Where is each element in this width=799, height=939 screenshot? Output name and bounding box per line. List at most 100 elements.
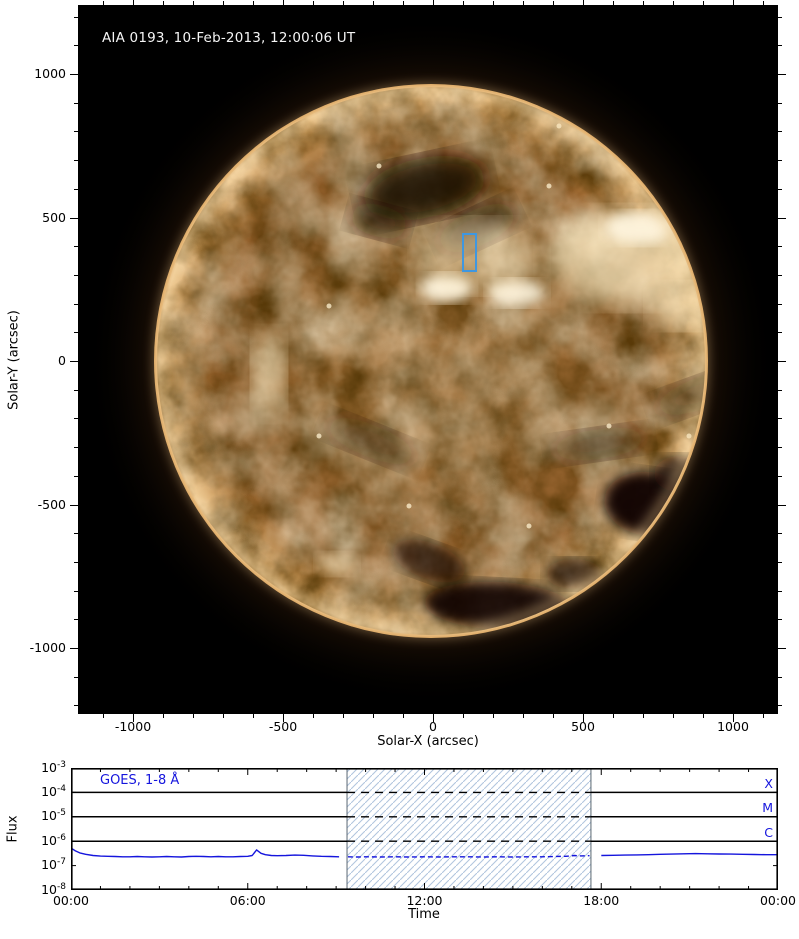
axis-tick (778, 648, 786, 649)
axis-tick (163, 1, 164, 5)
goes-curve (601, 852, 778, 857)
goes-curve (71, 847, 340, 858)
axis-tick (433, 0, 434, 5)
axis-tick (74, 188, 78, 190)
observation-window-hatch (346, 768, 592, 890)
goes-time-tick-label: 06:00 (229, 893, 266, 908)
solar-image-plot[interactable] (78, 5, 778, 714)
solar-x-axis-label: Solar-X (arcsec) (377, 734, 479, 749)
axis-tick (778, 361, 786, 362)
axis-tick (778, 303, 782, 305)
goes-flux-tick-label: 10-4 (41, 783, 66, 800)
axis-tick (778, 274, 782, 276)
axis-tick (523, 714, 524, 718)
axis-tick (778, 561, 782, 563)
axis-tick (193, 714, 194, 718)
goes-legend: GOES, 1-8 Å (100, 773, 180, 788)
axis-tick (778, 246, 782, 248)
axis-tick (313, 1, 314, 5)
axis-tick (613, 1, 614, 5)
axis-tick (778, 102, 782, 104)
axis-tick (74, 16, 78, 18)
axis-tick (733, 0, 734, 5)
axis-tick (778, 217, 786, 219)
axis-tick (433, 714, 434, 722)
axis-tick (778, 504, 786, 506)
axis-tick (133, 0, 134, 5)
flare-class-label: C (764, 824, 773, 840)
axis-tick (673, 1, 674, 5)
axis-tick (253, 714, 254, 718)
axis-tick (74, 590, 78, 592)
axis-tick (778, 160, 782, 162)
solar-y-tick-label: 500 (42, 209, 66, 225)
axis-tick (583, 0, 584, 5)
axis-tick (733, 714, 734, 722)
axis-tick (643, 1, 644, 5)
goes-time-tick-label: 00:00 (52, 893, 90, 908)
goes-flux-tick-label: 10-7 (41, 857, 66, 873)
axis-tick (70, 361, 78, 362)
limb-brightening-ring (155, 85, 707, 637)
axis-tick (74, 561, 78, 563)
solar-y-tick-label: -1000 (29, 640, 66, 655)
goes-flux-tick-label: 10-8 (41, 881, 66, 897)
axis-tick (373, 714, 374, 718)
axis-tick (133, 714, 134, 722)
axis-tick (253, 1, 254, 5)
axis-tick (703, 1, 704, 5)
axis-tick (74, 131, 78, 133)
axis-tick (778, 188, 782, 190)
solar-x-tick-label: 0 (429, 719, 437, 734)
axis-tick (70, 504, 78, 506)
goes-flux-tick-label: 10-3 (41, 759, 66, 775)
axis-tick (103, 714, 104, 718)
axis-tick (778, 74, 786, 75)
axis-tick (553, 1, 554, 5)
goes-plot-frame (71, 768, 778, 890)
axis-tick (778, 332, 782, 334)
solar-x-tick-label: 500 (571, 719, 595, 734)
axis-tick (778, 590, 782, 592)
axis-tick (463, 1, 464, 5)
solar-x-tick-label: -1000 (114, 719, 152, 734)
axis-tick (74, 389, 78, 391)
goes-curve-in-window (347, 854, 590, 858)
axis-tick (74, 160, 78, 162)
axis-tick (493, 714, 494, 718)
axis-tick (283, 714, 284, 722)
axis-tick (778, 418, 782, 420)
axis-tick (583, 714, 584, 722)
axis-tick (778, 389, 782, 391)
solar-x-tick-label: -500 (268, 719, 298, 734)
axis-tick (613, 714, 614, 718)
axis-tick (778, 45, 782, 47)
axis-tick (74, 619, 78, 621)
axis-tick (778, 16, 782, 18)
goes-flux-tick-label: 10-6 (41, 832, 66, 848)
axis-tick (74, 418, 78, 420)
axis-tick (74, 246, 78, 248)
axis-tick (74, 102, 78, 104)
aia-193-sun-image (79, 6, 777, 713)
axis-tick (643, 714, 644, 718)
axis-tick (343, 714, 344, 718)
axis-tick (283, 0, 284, 5)
axis-tick (163, 714, 164, 718)
field-of-view-annotation-box[interactable] (462, 232, 477, 272)
axis-tick (70, 217, 78, 219)
axis-tick (553, 714, 554, 718)
goes-flux-plot[interactable] (71, 768, 778, 890)
axis-tick (403, 1, 404, 5)
axis-tick (313, 714, 314, 718)
axis-tick (74, 303, 78, 305)
axis-tick (74, 533, 78, 535)
solar-y-tick-label: 1000 (34, 66, 66, 81)
disk-texture-group (157, 87, 705, 635)
axis-tick (778, 131, 782, 133)
axis-tick (343, 1, 344, 5)
goes-time-tick-label: 12:00 (406, 893, 443, 908)
axis-tick (74, 447, 78, 449)
axis-tick (223, 1, 224, 5)
